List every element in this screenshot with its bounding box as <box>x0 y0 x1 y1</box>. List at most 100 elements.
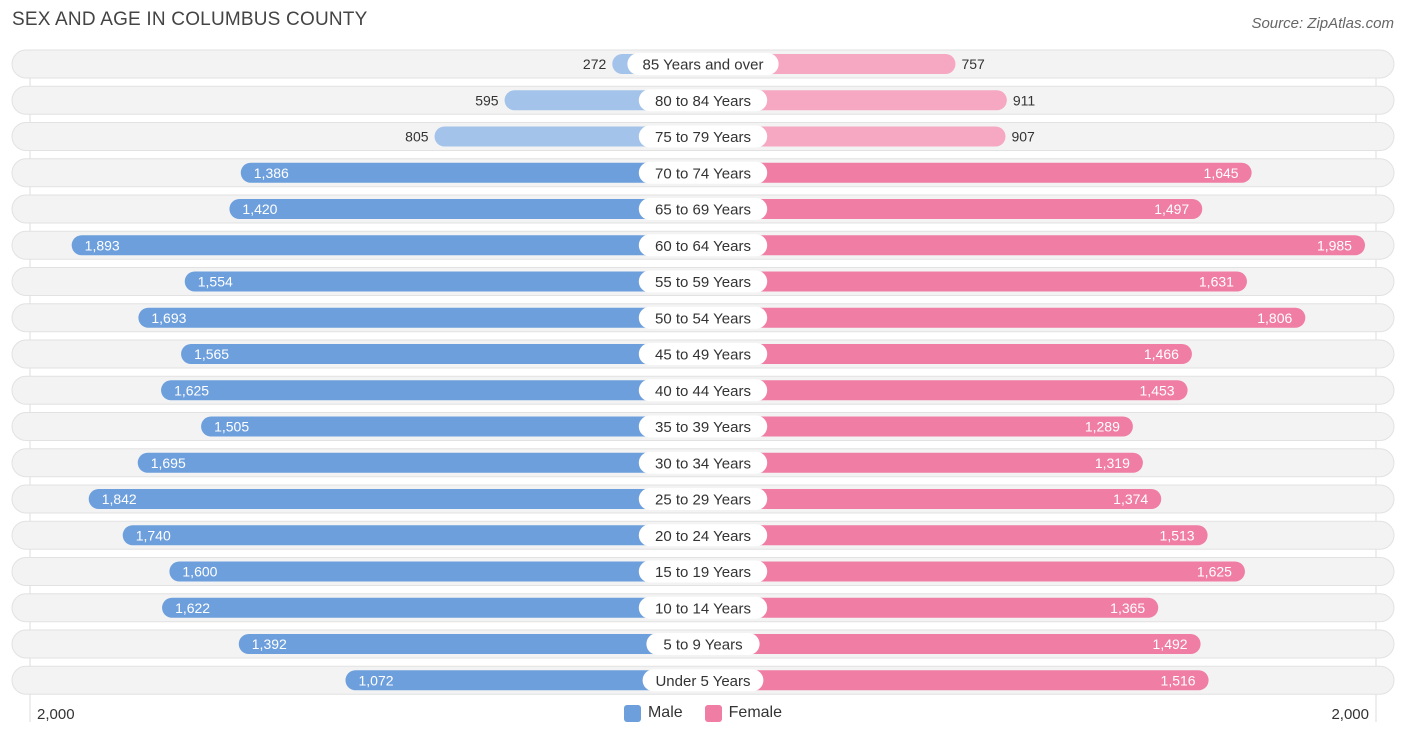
value-label-male-80-to-84-years: 595 <box>475 92 499 108</box>
bar-male-50-to-54-years[interactable] <box>138 307 713 328</box>
bar-male-45-to-49-years[interactable] <box>181 344 713 364</box>
value-label-male-10-to-14-years: 1,622 <box>175 600 210 616</box>
legend-item-female[interactable]: Female <box>704 704 783 722</box>
category-label-45-to-49-years: 45 to 49 Years <box>655 347 751 364</box>
value-label-female-45-to-49-years: 1,466 <box>1144 346 1179 362</box>
bar-male-5-to-9-years[interactable] <box>238 634 713 654</box>
category-label-10-to-14-years: 10 to 14 Years <box>655 600 751 617</box>
category-pill-5-to-9-years <box>646 633 760 655</box>
bar-male-55-to-59-years[interactable] <box>184 271 714 292</box>
value-label-male-60-to-64-years: 1,893 <box>85 237 120 253</box>
legend-swatch-male <box>623 704 641 722</box>
category-label-15-to-19-years: 15 to 19 Years <box>655 564 751 581</box>
bar-female-50-to-54-years[interactable] <box>693 307 1306 328</box>
chart-title: SEX AND AGE IN COLUMBUS COUNTY <box>12 9 368 30</box>
value-label-male-45-to-49-years: 1,565 <box>194 346 229 362</box>
bar-male-10-to-14-years[interactable] <box>162 597 714 618</box>
bar-female-40-to-44-years[interactable] <box>693 380 1188 401</box>
category-pill-85-years-and-over <box>627 53 779 75</box>
legend-label-female: Female <box>728 704 783 721</box>
value-label-female-70-to-74-years: 1,645 <box>1204 165 1239 181</box>
bar-male-15-to-19-years[interactable] <box>169 561 713 582</box>
bar-female-20-to-24-years[interactable] <box>693 525 1208 546</box>
bar-female-10-to-14-years[interactable] <box>693 597 1159 618</box>
value-label-female-35-to-39-years: 1,289 <box>1085 419 1120 435</box>
value-label-male-70-to-74-years: 1,386 <box>254 165 289 181</box>
category-label-25-to-29-years: 25 to 29 Years <box>655 492 751 509</box>
legend-label-male: Male <box>647 704 683 721</box>
category-label-5-to-9-years: 5 to 9 Years <box>663 637 742 654</box>
bar-female-35-to-39-years[interactable] <box>693 416 1133 437</box>
bar-female-75-to-79-years[interactable] <box>693 126 1006 147</box>
legend-swatch-female <box>704 704 722 722</box>
value-label-male-under-5-years: 1,072 <box>358 672 393 688</box>
value-label-male-75-to-79-years: 805 <box>405 129 429 145</box>
legend: Male Female <box>0 704 1406 722</box>
bar-female-45-to-49-years[interactable] <box>693 344 1192 364</box>
category-label-55-to-59-years: 55 to 59 Years <box>655 274 751 291</box>
value-label-female-40-to-44-years: 1,453 <box>1140 382 1175 398</box>
category-pill-10-to-14-years <box>638 596 768 619</box>
value-label-male-25-to-29-years: 1,842 <box>102 491 137 507</box>
category-pill-25-to-29-years <box>638 488 768 510</box>
value-label-female-85-years-and-over: 757 <box>961 56 985 72</box>
bar-female-80-to-84-years[interactable] <box>693 90 1007 111</box>
category-pill-40-to-44-years <box>638 379 768 402</box>
bar-male-30-to-34-years[interactable] <box>137 452 713 473</box>
bar-male-35-to-39-years[interactable] <box>201 416 713 437</box>
value-label-female-60-to-64-years: 1,985 <box>1317 237 1352 253</box>
bar-female-5-to-9-years[interactable] <box>693 634 1201 654</box>
chart-source: Source: ZipAtlas.com <box>1251 15 1394 32</box>
category-pill-30-to-34-years <box>638 451 768 474</box>
bar-female-55-to-59-years[interactable] <box>693 271 1247 292</box>
bar-female-25-to-29-years[interactable] <box>693 489 1162 509</box>
bar-female-60-to-64-years[interactable] <box>693 235 1365 256</box>
value-label-female-65-to-69-years: 1,497 <box>1154 201 1189 217</box>
value-label-female-55-to-59-years: 1,631 <box>1199 274 1234 290</box>
category-label-75-to-79-years: 75 to 79 Years <box>655 129 751 146</box>
bar-female-65-to-69-years[interactable] <box>693 199 1203 219</box>
category-label-40-to-44-years: 40 to 44 Years <box>655 383 751 400</box>
category-label-30-to-34-years: 30 to 34 Years <box>655 455 751 472</box>
category-pill-15-to-19-years <box>638 560 768 583</box>
category-pill-80-to-84-years <box>638 89 768 112</box>
bar-female-30-to-34-years[interactable] <box>693 452 1143 473</box>
category-pill-50-to-54-years <box>638 306 768 329</box>
value-label-male-85-years-and-over: 272 <box>583 56 607 72</box>
bar-male-40-to-44-years[interactable] <box>161 380 713 401</box>
bar-male-20-to-24-years[interactable] <box>122 525 713 546</box>
value-label-male-65-to-69-years: 1,420 <box>242 201 277 217</box>
bar-male-under-5-years[interactable] <box>345 670 713 691</box>
bar-female-15-to-19-years[interactable] <box>693 561 1245 582</box>
value-label-female-20-to-24-years: 1,513 <box>1160 527 1195 543</box>
category-pill-55-to-59-years <box>638 270 768 293</box>
category-label-20-to-24-years: 20 to 24 Years <box>655 528 751 545</box>
axis-right-label: 2,000 <box>1331 706 1369 723</box>
value-label-male-55-to-59-years: 1,554 <box>198 274 233 290</box>
bar-female-under-5-years[interactable] <box>693 670 1209 691</box>
value-label-male-5-to-9-years: 1,392 <box>252 636 287 652</box>
value-label-female-10-to-14-years: 1,365 <box>1110 600 1145 616</box>
category-pill-60-to-64-years <box>638 234 768 257</box>
value-label-female-5-to-9-years: 1,492 <box>1153 636 1188 652</box>
bar-female-70-to-74-years[interactable] <box>693 162 1252 183</box>
category-label-35-to-39-years: 35 to 39 Years <box>655 419 751 436</box>
value-label-male-30-to-34-years: 1,695 <box>151 455 186 471</box>
value-label-female-15-to-19-years: 1,625 <box>1197 564 1232 580</box>
category-pill-65-to-69-years <box>638 198 768 220</box>
bar-male-65-to-69-years[interactable] <box>229 199 713 219</box>
value-label-female-50-to-54-years: 1,806 <box>1257 310 1292 326</box>
bar-male-70-to-74-years[interactable] <box>240 162 714 183</box>
category-pill-75-to-79-years <box>638 125 768 148</box>
category-label-80-to-84-years: 80 to 84 Years <box>655 93 751 110</box>
category-label-70-to-74-years: 70 to 74 Years <box>655 165 751 182</box>
bar-male-60-to-64-years[interactable] <box>71 235 713 256</box>
value-label-female-under-5-years: 1,516 <box>1161 672 1196 688</box>
value-label-male-20-to-24-years: 1,740 <box>136 527 171 543</box>
legend-item-male[interactable]: Male <box>623 704 683 722</box>
category-pill-45-to-49-years <box>638 343 768 365</box>
value-label-female-80-to-84-years: 911 <box>1013 92 1036 108</box>
bar-male-25-to-29-years[interactable] <box>88 489 714 509</box>
value-label-male-15-to-19-years: 1,600 <box>182 564 217 580</box>
